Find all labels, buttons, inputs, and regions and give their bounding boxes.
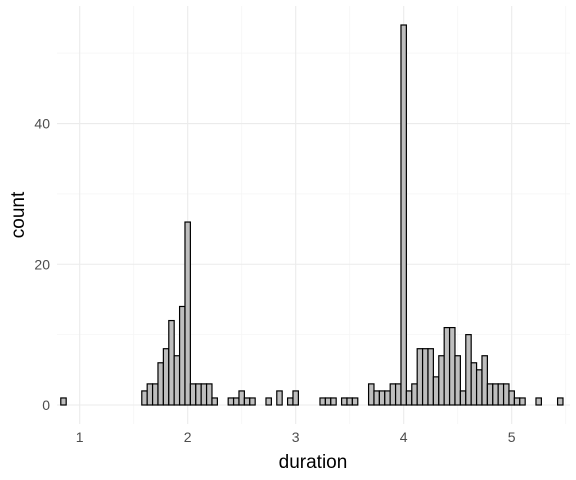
- histogram-bar: [502, 383, 510, 406]
- histogram-bar: [200, 383, 208, 406]
- histogram-bar: [389, 383, 397, 406]
- histogram-bar: [438, 355, 445, 406]
- histogram-bar: [276, 390, 283, 406]
- axis-ticks: 1 2 3 4 5 0 20 40: [34, 116, 515, 445]
- histogram-bar: [432, 376, 440, 406]
- histogram-bar: [151, 383, 159, 406]
- histogram-bar: [238, 390, 245, 406]
- histogram-bar: [459, 390, 467, 406]
- histogram-bar: [168, 319, 175, 406]
- histogram-bar: [211, 397, 218, 406]
- histogram-bar: [378, 390, 386, 406]
- x-tick-label: 4: [400, 429, 408, 445]
- histogram-bar: [421, 348, 429, 406]
- histogram-bar: [513, 397, 521, 406]
- histogram-bar: [519, 397, 526, 406]
- histogram-bar: [416, 348, 424, 406]
- x-tick-label: 5: [508, 429, 516, 445]
- histogram-bar: [319, 397, 326, 406]
- histogram-bar: [475, 369, 483, 406]
- histogram-bar: [324, 397, 332, 406]
- histogram-bar: [249, 397, 256, 406]
- histogram-bar: [265, 397, 272, 406]
- histogram-bar: [340, 397, 348, 406]
- histogram-bar: [405, 390, 413, 406]
- histogram-bar: [470, 362, 478, 406]
- histogram-bar: [448, 326, 456, 406]
- x-tick-label: 1: [76, 429, 84, 445]
- histogram-bar: [508, 390, 515, 406]
- histogram-bar: [162, 348, 170, 406]
- histogram-bar: [146, 383, 154, 406]
- histogram-bar: [330, 397, 337, 406]
- histogram-bar: [384, 390, 391, 406]
- x-tick-label: 3: [292, 429, 300, 445]
- histogram-bar: [351, 397, 359, 406]
- histogram-bar: [195, 383, 202, 406]
- histogram-bar: [173, 355, 181, 406]
- histogram-bar: [243, 397, 251, 406]
- histogram-bar: [227, 397, 235, 406]
- histogram-bar: [427, 348, 434, 406]
- histogram-bar: [367, 383, 375, 406]
- histogram-bar: [411, 383, 418, 406]
- histogram-bar: [184, 221, 191, 406]
- y-tick-label: 0: [42, 397, 50, 413]
- histogram-bar: [497, 383, 505, 406]
- histogram-bar: [373, 390, 380, 406]
- histogram-bar: [60, 397, 67, 406]
- histogram-bar: [465, 334, 472, 406]
- histogram-bar: [481, 355, 488, 406]
- histogram-bars: [60, 24, 564, 406]
- histogram-bar: [400, 24, 407, 406]
- grid-lines: [57, 6, 570, 424]
- y-tick-label: 40: [34, 116, 50, 132]
- histogram-bar: [232, 397, 240, 406]
- histogram-bar: [486, 383, 494, 406]
- histogram-bar: [189, 383, 197, 406]
- histogram-bar: [556, 397, 564, 406]
- x-axis-title: duration: [279, 452, 348, 473]
- x-tick-label: 2: [184, 429, 192, 445]
- histogram-bar: [141, 390, 148, 406]
- histogram-bar: [394, 383, 402, 406]
- histogram-bar: [178, 305, 186, 406]
- y-tick-label: 20: [34, 256, 50, 272]
- histogram-bar: [443, 326, 451, 406]
- histogram-bar: [492, 383, 499, 406]
- histogram-bar: [535, 397, 542, 406]
- y-axis-title: count: [8, 191, 29, 238]
- histogram-bar: [157, 362, 164, 406]
- histogram-bar: [454, 355, 461, 406]
- histogram-bar: [286, 397, 294, 406]
- histogram-bar: [292, 390, 299, 406]
- histogram-bar: [346, 397, 353, 406]
- histogram-bar: [205, 383, 213, 406]
